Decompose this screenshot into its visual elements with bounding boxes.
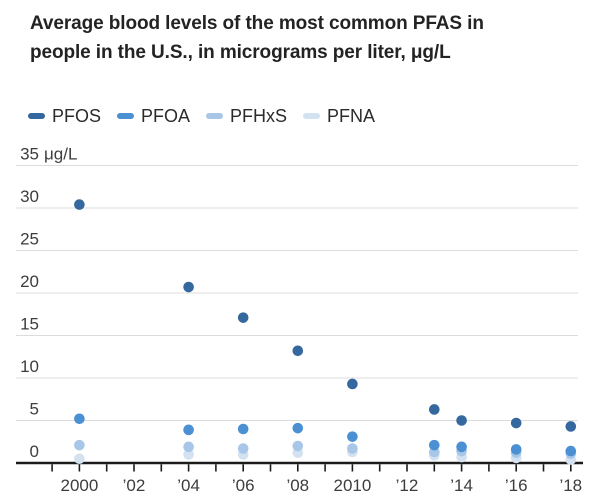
point-pfoa-2006 [237,423,249,435]
legend-item-pfos: PFOS [28,106,101,127]
point-pfos-2008 [292,345,304,357]
point-pfhxs-2006 [237,443,249,454]
y-tick-label-0: 0 [30,442,39,461]
point-pfos-2016 [510,417,522,429]
point-pfos-2010 [347,378,358,390]
x-tick-label-2006: ’06 [232,476,255,495]
chart-title-line1: Average blood levels of the most common … [30,13,484,34]
legend-swatch-pfos [28,113,45,119]
x-tick-label-2014: ’14 [450,476,473,495]
point-pfhxs-2004 [183,441,194,453]
point-pfhxs-2010 [347,443,358,454]
legend-label-pfos: PFOS [52,105,102,126]
point-pfos-2004 [183,281,194,293]
legend-swatch-pfoa [117,113,135,119]
legend-item-pfoa: PFOA [117,106,190,127]
point-pfos-2013 [429,404,440,415]
y-tick-label-5: 5 [30,400,39,419]
y-tick-label-10: 10 [20,357,39,376]
x-tick-label-2000: 2000 [60,476,98,495]
y-tick-label-25: 25 [20,230,39,249]
y-tick-label-30: 30 [20,187,39,206]
legend-label-pfoa: PFOA [141,105,191,126]
point-pfoa-2010 [347,431,358,442]
legend-item-pfna: PFNA [303,106,375,127]
legend-label-pfna: PFNA [327,105,376,126]
y-tick-label-15: 15 [20,315,39,334]
x-tick-label-2004: ’04 [177,476,200,495]
point-pfoa-2016 [510,444,522,455]
chart-title-line2: people in the U.S., in micrograms per li… [30,42,451,63]
point-pfna-2000 [74,453,85,465]
point-pfos-2014 [456,415,467,426]
point-pfos-2000 [74,199,85,210]
legend: PFOS PFOA PFHxS PFNA [28,104,375,128]
x-tick-label-2016: ’16 [505,476,528,495]
x-tick-label-2002: ’02 [123,476,146,495]
point-pfos-2018 [565,421,577,432]
point-pfna-2004 [183,449,194,460]
y-tick-label-35: 35 [20,145,39,164]
x-tick-label-2012: ’12 [396,476,419,495]
point-pfos-2006 [237,312,249,323]
point-pfhxs-2008 [292,440,304,452]
point-pfoa-2013 [429,439,440,451]
x-tick-label-2008: ’08 [286,476,309,495]
point-pfoa-2004 [183,424,194,436]
point-pfoa-2018 [565,445,577,457]
legend-item-pfhxs: PFHxS [206,106,287,127]
legend-swatch-pfhxs [206,113,224,119]
legend-swatch-pfna [303,113,321,119]
point-pfoa-2008 [292,422,304,434]
point-pfhxs-2000 [74,439,85,451]
chart-title: Average blood levels of the most common … [30,9,575,67]
point-pfoa-2014 [456,441,467,453]
x-tick-label-2010: 2010 [333,476,371,495]
legend-label-pfhxs: PFHxS [230,105,288,126]
x-tick-label-2018: ’18 [559,476,582,495]
y-tick-label-20: 20 [20,272,39,291]
point-pfoa-2000 [74,413,85,425]
y-axis-unit-label: μg/L [44,145,77,164]
